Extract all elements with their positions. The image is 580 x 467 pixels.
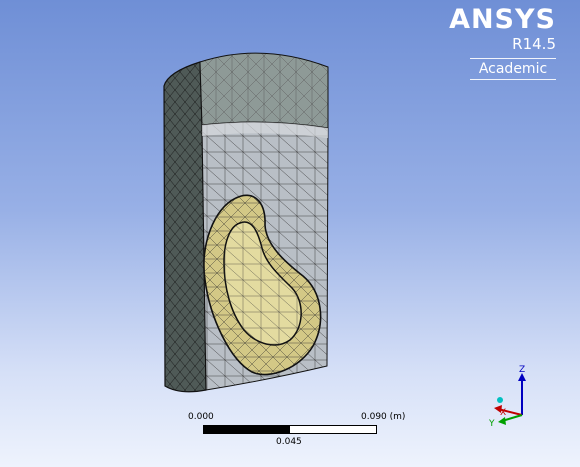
product-name: ANSYS	[449, 4, 556, 35]
scale-mid-label: 0.045	[276, 437, 302, 447]
scale-bar	[203, 425, 377, 434]
scale-min-label: 0.000	[188, 412, 214, 422]
logo-divider	[470, 58, 556, 59]
triad-iso-ball-icon[interactable]	[497, 397, 503, 403]
scale-bar-filled-segment	[204, 426, 290, 433]
product-edition: Academic	[478, 61, 548, 77]
ansys-logo: ANSYS R14.5 Academic	[449, 4, 556, 80]
coordinate-triad[interactable]: Z X Y	[480, 363, 540, 433]
logo-divider-bottom	[470, 79, 556, 80]
x-axis	[497, 408, 523, 416]
product-version: R14.5	[512, 35, 556, 53]
z-axis-label: Z	[519, 365, 525, 375]
y-axis-label: Y	[488, 419, 495, 429]
scale-max-label: 0.090 (m)	[361, 412, 406, 422]
x-axis-label: X	[500, 408, 506, 418]
